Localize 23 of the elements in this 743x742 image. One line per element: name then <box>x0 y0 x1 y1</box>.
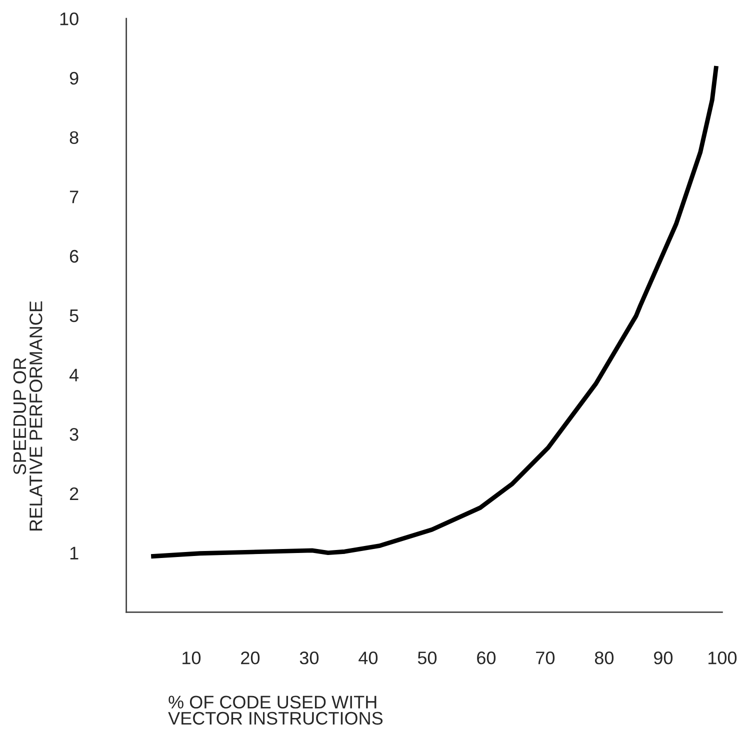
line-series <box>148 64 719 559</box>
y-tick-label: 9 <box>70 72 78 85</box>
y-axis-title: SPEEDUP OR RELATIVE PERFORMANCE <box>13 301 42 530</box>
x-tick-label: 90 <box>654 652 673 664</box>
y-tick-label: 4 <box>69 368 79 382</box>
x-tick-label: 20 <box>241 652 260 664</box>
y-tick-label: 2 <box>70 487 78 500</box>
x-tick-label: 30 <box>300 652 319 664</box>
x-tick-label: 40 <box>358 652 378 664</box>
y-tick-label: 6 <box>70 250 78 263</box>
y-tick-label: 3 <box>70 428 78 441</box>
y-tick-label: 1 <box>70 546 78 560</box>
y-tick-label: 10 <box>60 12 78 26</box>
y-tick-label: 7 <box>70 190 78 204</box>
x-tick-label: 60 <box>477 652 496 664</box>
y-tick-label: 5 <box>70 309 78 322</box>
x-tick-label: 80 <box>594 652 614 664</box>
x-tick-label: 70 <box>536 652 555 664</box>
x-tick-label: 100 <box>708 652 737 664</box>
y-tick-label: 8 <box>70 131 78 144</box>
x-axis-title: % OF CODE USED WITH VECTOR INSTRUCTIONS <box>168 696 383 725</box>
x-tick-label: 50 <box>418 652 437 664</box>
x-tick-label: 10 <box>182 652 201 664</box>
